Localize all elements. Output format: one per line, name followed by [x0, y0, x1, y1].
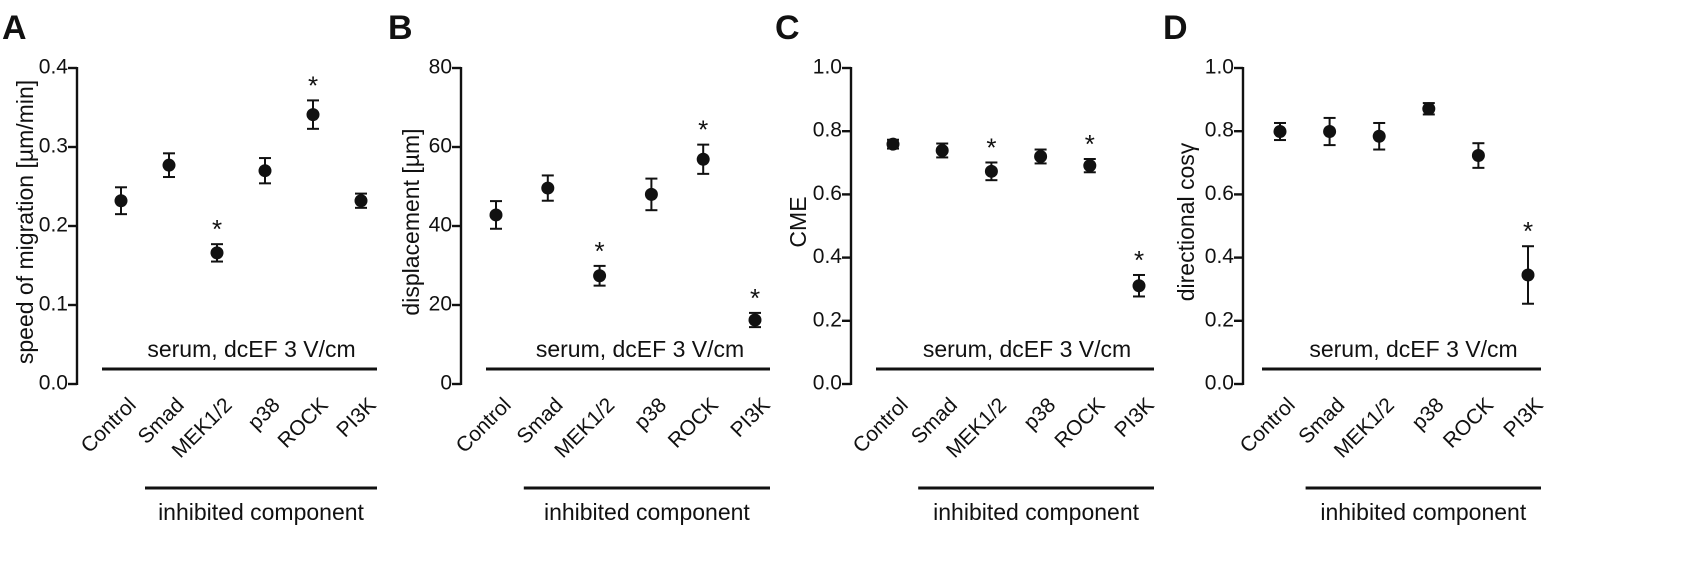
y-axis-label: displacement [µm] — [398, 128, 424, 315]
y-axis-label: speed of migration [µm/min] — [12, 80, 38, 364]
condition-label: serum, dcEF 3 V/cm — [536, 336, 744, 362]
y-tick-label: 0.8 — [1205, 119, 1234, 142]
category-label: Control — [452, 393, 516, 457]
y-tick-label: 20 — [429, 293, 452, 316]
category-label: ROCK — [1439, 393, 1498, 452]
data-point-pi3k — [748, 313, 762, 327]
data-point-control — [886, 137, 900, 151]
y-tick-label: 0 — [440, 372, 452, 395]
category-label: PI3K — [1499, 393, 1547, 441]
data-point-p38 — [644, 187, 658, 201]
data-point-control — [1273, 125, 1287, 139]
significance-star: * — [698, 115, 708, 145]
data-point-control — [489, 208, 503, 222]
data-point-pi3k — [1132, 279, 1146, 293]
x-group-label: inhibited component — [544, 499, 750, 525]
y-tick-label: 0.8 — [813, 119, 842, 142]
panel-letter: C — [775, 9, 800, 47]
data-point-mek1-2 — [984, 164, 998, 178]
y-tick-label: 60 — [429, 135, 452, 158]
panel-c: C 0.0 0.2 0.4 0.6 0.8 1.0 CME * * * serum, dcEF 3 V… — [775, 9, 1159, 525]
category-label: p38 — [1407, 393, 1448, 434]
significance-star: * — [1134, 245, 1144, 275]
y-tick-label: 1.0 — [813, 56, 842, 79]
y-tick-label: 40 — [429, 214, 452, 237]
category-label: p38 — [244, 393, 285, 434]
data-point-p38 — [1034, 149, 1048, 163]
category-label: Control — [77, 393, 141, 457]
data-point-p38 — [258, 164, 272, 178]
y-tick-label: 0.0 — [39, 372, 68, 395]
significance-star: * — [212, 214, 222, 244]
data-point-smad — [935, 143, 949, 157]
data-point-smad — [541, 181, 555, 195]
y-tick-label: 0.1 — [39, 293, 68, 316]
significance-star: * — [1523, 216, 1533, 246]
significance-star: * — [1085, 129, 1095, 159]
category-label: p38 — [630, 393, 671, 434]
data-point-rock — [1471, 149, 1485, 163]
y-tick-label: 1.0 — [1205, 56, 1234, 79]
significance-star: * — [308, 70, 318, 100]
data-point-control — [114, 194, 128, 208]
data-point-pi3k — [354, 194, 368, 208]
y-tick-label: 0.2 — [39, 214, 68, 237]
data-point-rock — [696, 152, 710, 166]
data-point-rock — [306, 108, 320, 122]
category-label: PI3K — [1110, 393, 1158, 441]
x-group-label: inhibited component — [933, 499, 1139, 525]
condition-label: serum, dcEF 3 V/cm — [147, 336, 355, 362]
x-group-label: inhibited component — [158, 499, 364, 525]
y-tick-label: 0.2 — [813, 308, 842, 331]
category-label: Control — [849, 393, 913, 457]
significance-star: * — [986, 132, 996, 162]
panel-letter: B — [388, 9, 413, 47]
category-label: ROCK — [274, 393, 333, 452]
y-axis-label: CME — [785, 196, 811, 247]
panel-letter: A — [2, 9, 27, 47]
data-point-pi3k — [1521, 268, 1535, 282]
data-point-smad — [162, 158, 176, 172]
panel-d: D 0.0 0.2 0.4 0.6 0.8 1.0 directional cosγ * seru… — [1163, 9, 1548, 525]
y-tick-label: 0.0 — [1205, 372, 1234, 395]
y-tick-label: 0.0 — [813, 372, 842, 395]
y-tick-label: 0.3 — [39, 135, 68, 158]
x-group-label: inhibited component — [1320, 499, 1526, 525]
y-tick-label: 0.6 — [813, 182, 842, 205]
y-axis-label: directional cosγ — [1173, 142, 1199, 301]
significance-star: * — [750, 283, 760, 313]
data-point-p38 — [1422, 102, 1436, 116]
category-label: PI3K — [332, 393, 380, 441]
y-tick-label: 0.4 — [1205, 245, 1235, 268]
y-tick-label: 0.6 — [1205, 182, 1234, 205]
condition-label: serum, dcEF 3 V/cm — [923, 336, 1131, 362]
category-label: PI3K — [726, 393, 774, 441]
data-point-mek1-2 — [593, 269, 607, 283]
y-tick-label: 0.4 — [813, 245, 843, 268]
condition-label: serum, dcEF 3 V/cm — [1309, 336, 1517, 362]
y-tick-label: 0.4 — [39, 56, 69, 79]
category-label: p38 — [1019, 393, 1060, 434]
y-tick-label: 80 — [429, 56, 452, 79]
data-point-mek1-2 — [1372, 129, 1386, 143]
category-label: Control — [1236, 393, 1300, 457]
significance-star: * — [595, 236, 605, 266]
category-label: ROCK — [1050, 393, 1109, 452]
category-label: ROCK — [664, 393, 723, 452]
y-tick-label: 0.2 — [1205, 308, 1234, 331]
data-point-mek1-2 — [210, 246, 224, 260]
panel-letter: D — [1163, 9, 1188, 47]
data-point-rock — [1083, 159, 1097, 173]
data-point-smad — [1323, 125, 1337, 139]
